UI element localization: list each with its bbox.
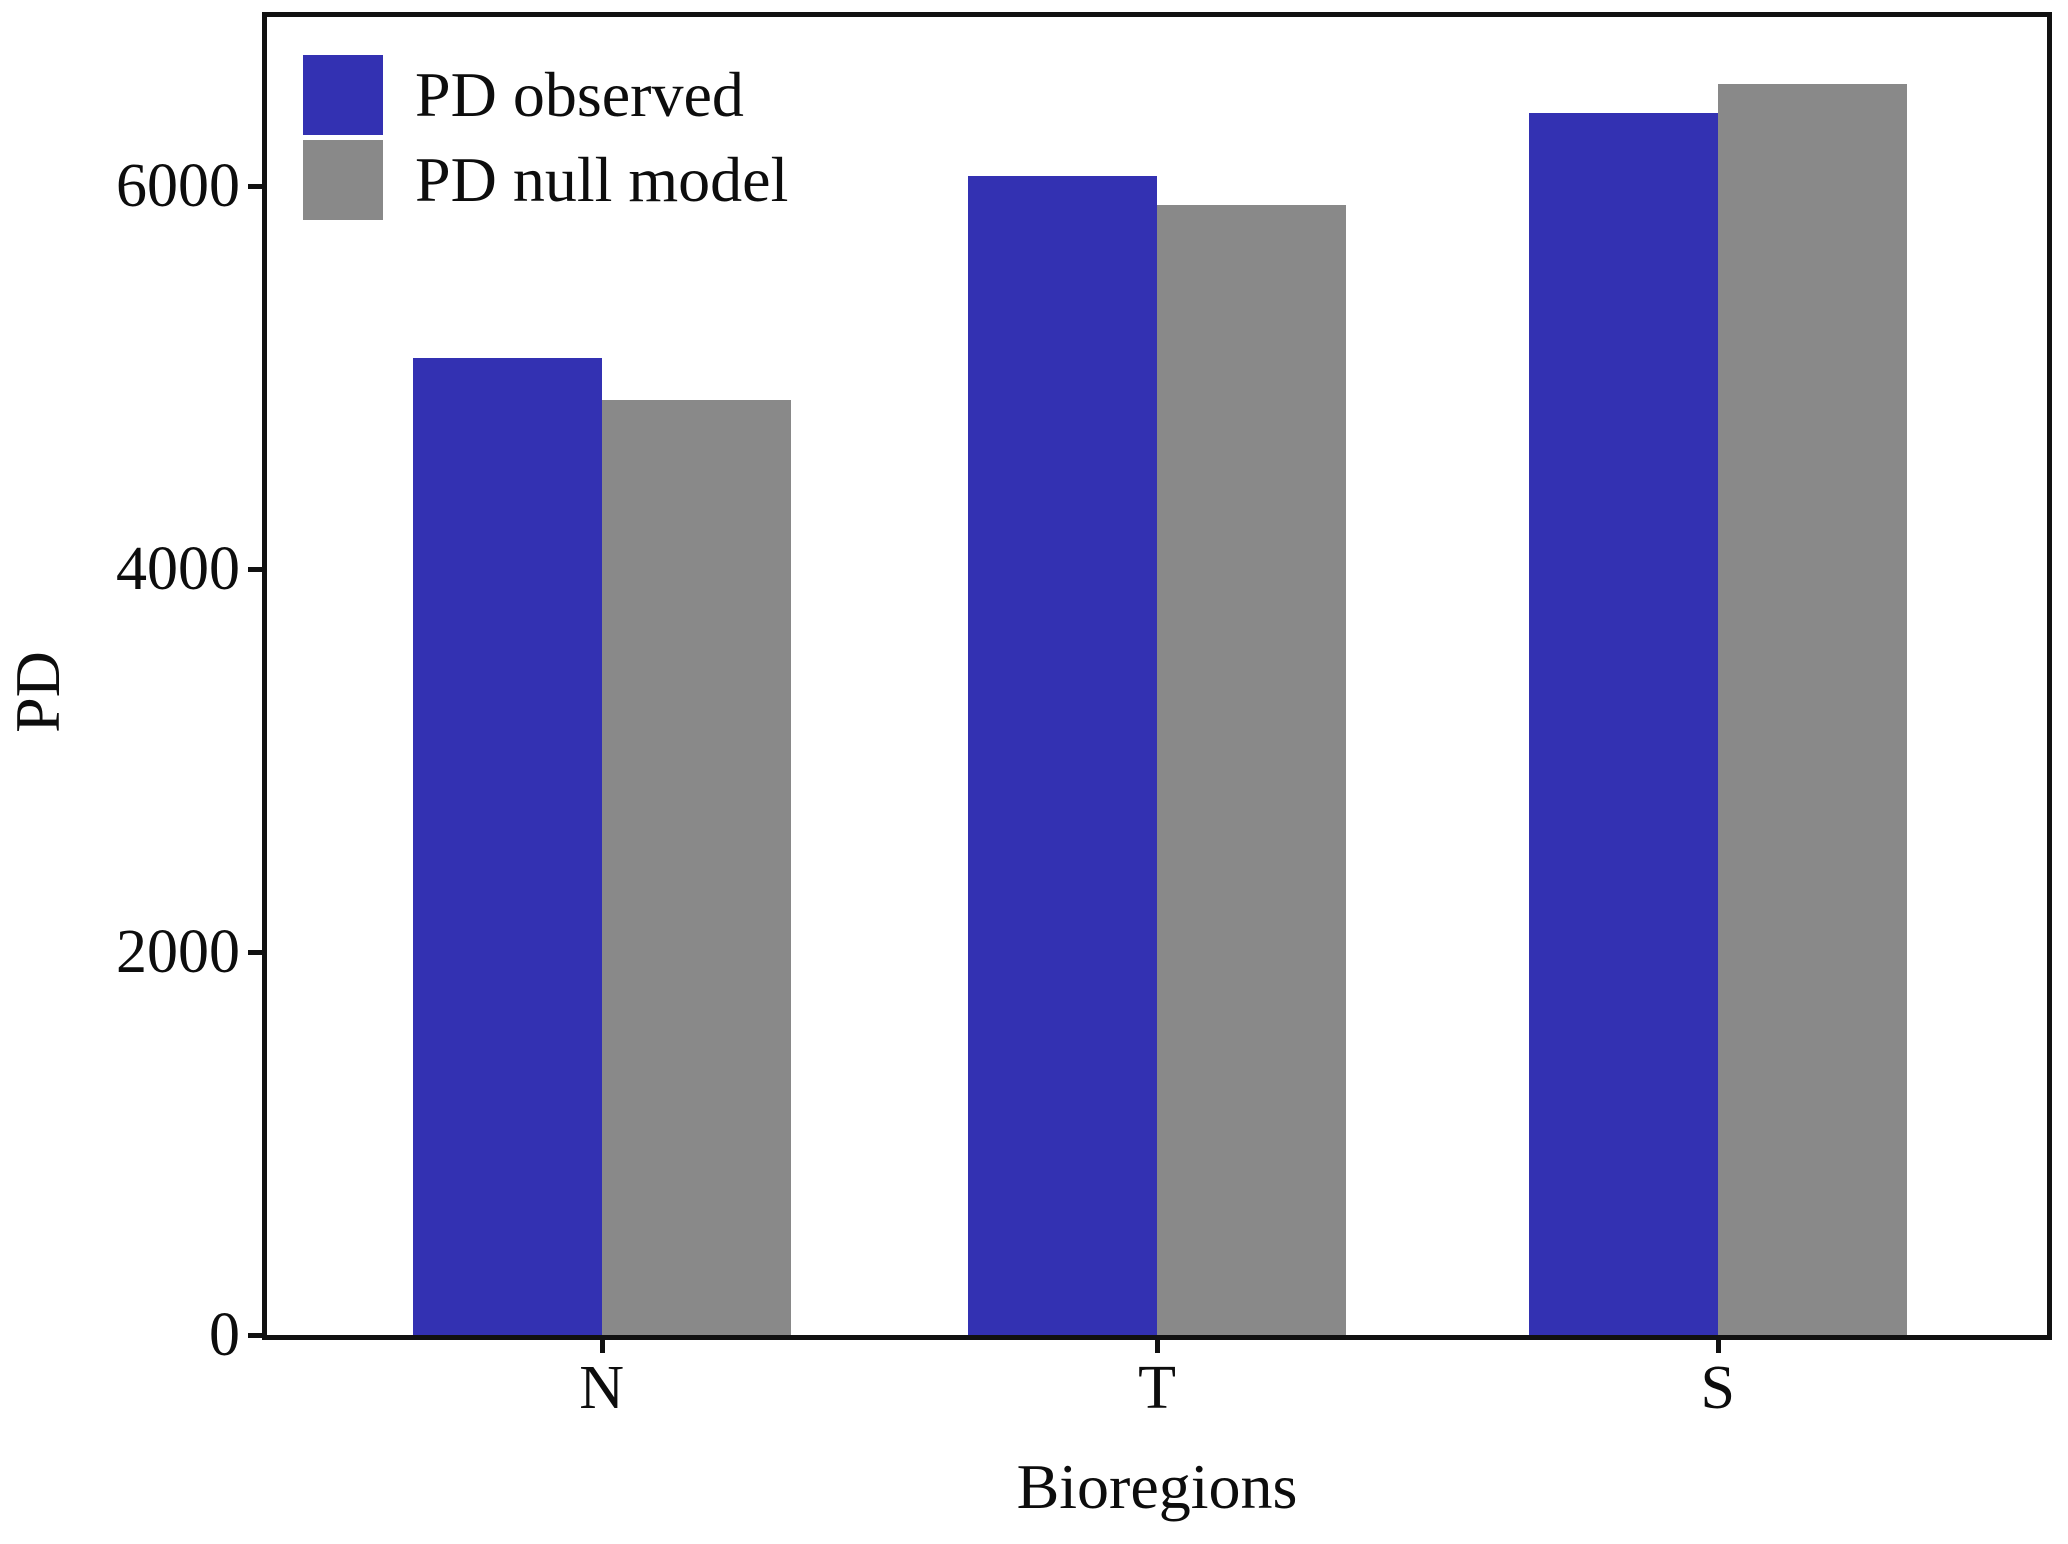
y-tick-mark-4000 [248,566,263,572]
y-tick-label-4000: 4000 [116,534,240,603]
y-tick-mark-0 [248,1333,263,1338]
bar-pd-null-model-T [1157,204,1346,1335]
x-tick-mark-N [599,1340,605,1353]
plot-area [262,12,2052,1340]
y-tick-label-2000: 2000 [116,917,240,986]
x-axis-label: Bioregions [1016,1451,1298,1522]
x-tick-label-S: S [1700,1354,1735,1422]
legend-label-pd-observed: PD observed [415,59,744,130]
x-tick-label-T: T [1138,1354,1176,1422]
x-tick-label-N: N [579,1354,625,1422]
y-tick-label-6000: 6000 [116,151,240,220]
y-axis-label: PD [2,651,73,733]
legend-swatch-pd-null-model-icon [303,140,383,220]
legend-item-pd-observed: PD observed [303,55,788,135]
bar-pd-observed-S [1528,112,1718,1335]
bar-pd-null-model-S [1717,84,1907,1335]
legend: PD observed PD null model [303,55,788,225]
bar-pd-observed-T [968,176,1157,1335]
y-tick-mark-2000 [248,949,263,955]
x-tick-mark-T [1155,1340,1160,1353]
bar-pd-null-model-N [601,400,791,1335]
legend-item-pd-null-model: PD null model [303,140,788,220]
x-tick-mark-S [1715,1340,1721,1353]
y-tick-label-0: 0 [209,1301,240,1369]
legend-label-pd-null-model: PD null model [415,144,789,215]
y-tick-mark-6000 [248,183,263,189]
bar-pd-observed-N [412,357,602,1335]
legend-swatch-pd-observed-icon [303,55,383,135]
